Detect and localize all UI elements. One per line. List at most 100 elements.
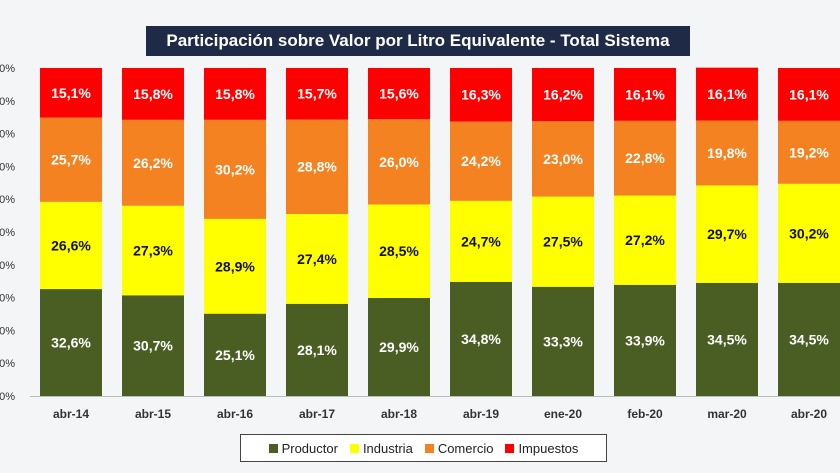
data-label-industria: 30,2% (789, 225, 829, 241)
bar-comercio (450, 121, 512, 201)
data-label-industria: 28,5% (379, 243, 419, 259)
data-label-comercio: 26,2% (133, 155, 173, 171)
bar-industria (532, 196, 594, 287)
x-tick-label: abr-17 (299, 407, 335, 421)
y-tick-label: 60% (0, 194, 15, 206)
bar-productor (778, 282, 840, 396)
bar-stack-abr-15: 30,7% 27,3% 26,2% 15,8% (122, 68, 184, 396)
data-label-productor: 29,9% (379, 339, 419, 355)
y-tick-label: 0% (0, 391, 15, 403)
x-tick-label: abr-14 (53, 407, 89, 421)
bar-impuestos (286, 68, 348, 120)
legend-label: Impuestos (518, 440, 579, 456)
legend-label: Industria (362, 440, 413, 456)
legend-item-impuestos: Impuestos (505, 441, 578, 456)
legend-swatch (424, 443, 434, 453)
data-label-impuestos: 15,8% (215, 86, 255, 102)
bar-productor (368, 297, 430, 396)
bar-impuestos (614, 68, 676, 121)
y-tick-label: 80% (0, 129, 15, 141)
data-label-comercio: 25,7% (51, 152, 91, 168)
legend: Productor Industria Comercio Impuestos (240, 434, 607, 462)
bar-impuestos (204, 68, 266, 120)
data-label-productor: 34,8% (461, 331, 501, 347)
bar-stack-mar-20: 34,5% 29,7% 19,8% 16,1% (696, 67, 758, 396)
data-label-industria: 27,2% (625, 232, 665, 248)
bar-comercio (368, 119, 430, 205)
data-label-comercio: 19,2% (789, 144, 829, 160)
data-label-industria: 28,9% (215, 258, 255, 274)
x-tick-label: mar-20 (707, 407, 747, 421)
y-tick-label: 50% (0, 227, 15, 239)
data-label-impuestos: 15,7% (297, 86, 337, 102)
bar-impuestos (122, 68, 184, 120)
bar-productor (204, 313, 266, 396)
data-label-impuestos: 15,6% (379, 86, 419, 102)
bar-impuestos (368, 68, 430, 120)
bar-industria (696, 185, 758, 283)
data-label-comercio: 22,8% (625, 150, 665, 166)
data-label-comercio: 24,2% (461, 153, 501, 169)
legend-swatch (505, 443, 515, 453)
x-tick-label: abr-16 (217, 407, 253, 421)
data-label-impuestos: 16,2% (543, 87, 583, 103)
legend-item-comercio: Comercio (424, 441, 493, 456)
data-label-comercio: 26,0% (379, 154, 419, 170)
data-label-industria: 27,5% (543, 234, 583, 250)
y-tick-label: 40% (0, 260, 15, 272)
data-label-productor: 34,5% (789, 331, 829, 347)
bar-impuestos (532, 68, 594, 122)
bar-stack-abr-14: 32,6% 26,6% 25,7% 15,1% (40, 68, 102, 396)
data-label-productor: 32,6% (51, 335, 91, 351)
legend-item-industria: Industria (349, 440, 413, 456)
y-tick-label: 70% (0, 161, 15, 173)
bar-impuestos (40, 68, 102, 118)
data-label-impuestos: 16,3% (461, 87, 501, 103)
y-tick-label: 100% (0, 63, 15, 75)
data-label-comercio: 23,0% (543, 151, 583, 167)
data-label-productor: 33,3% (543, 333, 583, 349)
x-tick-label: abr-20 (791, 407, 827, 421)
y-tick-label: 30% (0, 293, 15, 305)
data-label-comercio: 19,8% (707, 145, 747, 161)
bar-stack-ene-20: 33,3% 27,5% 23,0% 16,2% (532, 68, 594, 396)
data-label-productor: 34,5% (707, 331, 747, 347)
data-label-comercio: 30,2% (215, 161, 255, 177)
bar-productor (614, 284, 676, 396)
data-label-productor: 30,7% (133, 338, 173, 354)
data-label-industria: 27,3% (133, 243, 173, 259)
bar-productor (696, 282, 758, 396)
bar-productor (286, 303, 348, 396)
bar-industria (368, 204, 430, 298)
data-label-industria: 27,4% (297, 251, 337, 267)
legend-swatch (268, 443, 278, 453)
x-tick-label: abr-18 (381, 407, 417, 421)
data-label-impuestos: 16,1% (625, 86, 665, 102)
bar-stack-feb-20: 33,9% 27,2% 22,8% 16,1% (614, 68, 676, 396)
y-tick-label: 90% (0, 96, 15, 108)
bar-industria (778, 183, 840, 283)
bar-comercio (778, 120, 840, 184)
chart-title: Participación sobre Valor por Litro Equi… (146, 26, 690, 56)
bar-productor (122, 295, 184, 396)
bar-comercio (204, 119, 266, 219)
bar-comercio (40, 117, 102, 202)
data-label-impuestos: 16,1% (789, 86, 829, 102)
legend-label: Productor (281, 440, 338, 456)
bar-impuestos (696, 67, 758, 121)
data-label-industria: 24,7% (461, 233, 501, 249)
bar-stack-abr-19: 34,8% 24,7% 24,2% 16,3% (450, 68, 512, 396)
x-tick-label: abr-15 (135, 407, 171, 421)
bar-industria (286, 213, 348, 304)
data-label-comercio: 28,8% (297, 159, 337, 175)
bar-stack-abr-18: 29,9% 28,5% 26,0% 15,6% (368, 68, 430, 396)
y-tick-label: 20% (0, 325, 15, 337)
bar-comercio (122, 119, 184, 206)
bar-comercio (614, 120, 676, 196)
data-label-productor: 25,1% (215, 347, 255, 363)
data-label-industria: 26,6% (51, 237, 91, 253)
bar-comercio (532, 121, 594, 197)
data-label-impuestos: 16,1% (707, 86, 747, 102)
bar-industria (450, 200, 512, 282)
